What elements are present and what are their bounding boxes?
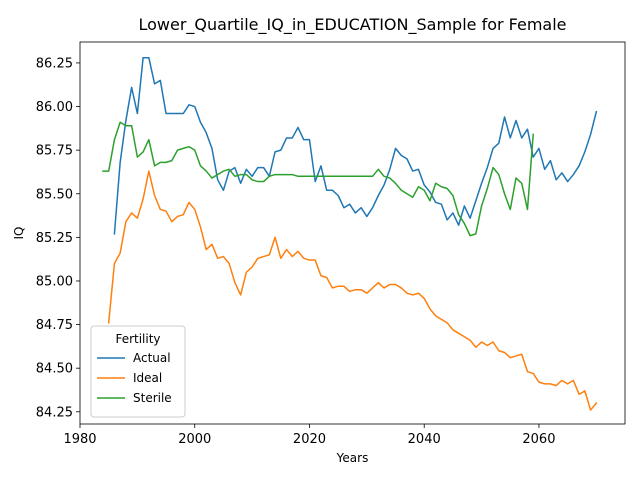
- y-tick-label: 85.50: [36, 187, 73, 202]
- x-tick-label: 2040: [408, 432, 441, 447]
- y-tick-label: 84.25: [36, 405, 73, 420]
- y-tick-label: 85.75: [36, 144, 73, 159]
- legend-items: Actual Ideal Sterile: [97, 351, 172, 405]
- y-axis: 84.25 84.50 84.75 85.00 85.25 85.50 85.75 86.00…: [36, 56, 80, 420]
- y-tick-label: 84.50: [36, 362, 73, 377]
- chart-title: Lower_Quartile_IQ_in_EDUCATION_Sample fo…: [138, 15, 566, 35]
- x-axis-label: Years: [336, 451, 369, 465]
- axes-frame: [79, 41, 626, 425]
- legend: Fertility Actual Ideal Sterile: [90, 325, 186, 418]
- legend-label-ideal: Ideal: [133, 371, 162, 385]
- x-tick-label: 2060: [522, 432, 555, 447]
- y-tick-label: 85.25: [36, 231, 73, 246]
- x-tick-label: 2000: [178, 432, 211, 447]
- legend-box: [90, 325, 186, 418]
- x-axis: 1980 2000 2020 2040 2060: [63, 424, 555, 447]
- y-tick-label: 86.25: [36, 56, 73, 71]
- y-tick-label: 85.00: [36, 274, 73, 289]
- legend-label-sterile: Sterile: [133, 391, 172, 405]
- y-tick-label: 84.75: [36, 318, 73, 333]
- y-axis-label: IQ: [12, 227, 26, 240]
- series-line-actual: [113, 56, 598, 235]
- x-tick-label: 1980: [63, 432, 96, 447]
- plot-area: [102, 56, 598, 411]
- x-tick-label: 2020: [293, 432, 326, 447]
- y-tick-label: 86.00: [36, 100, 73, 115]
- legend-label-actual: Actual: [133, 351, 171, 365]
- legend-title: Fertility: [115, 332, 160, 346]
- series-line-sterile: [102, 121, 535, 237]
- series-line-ideal: [107, 170, 598, 411]
